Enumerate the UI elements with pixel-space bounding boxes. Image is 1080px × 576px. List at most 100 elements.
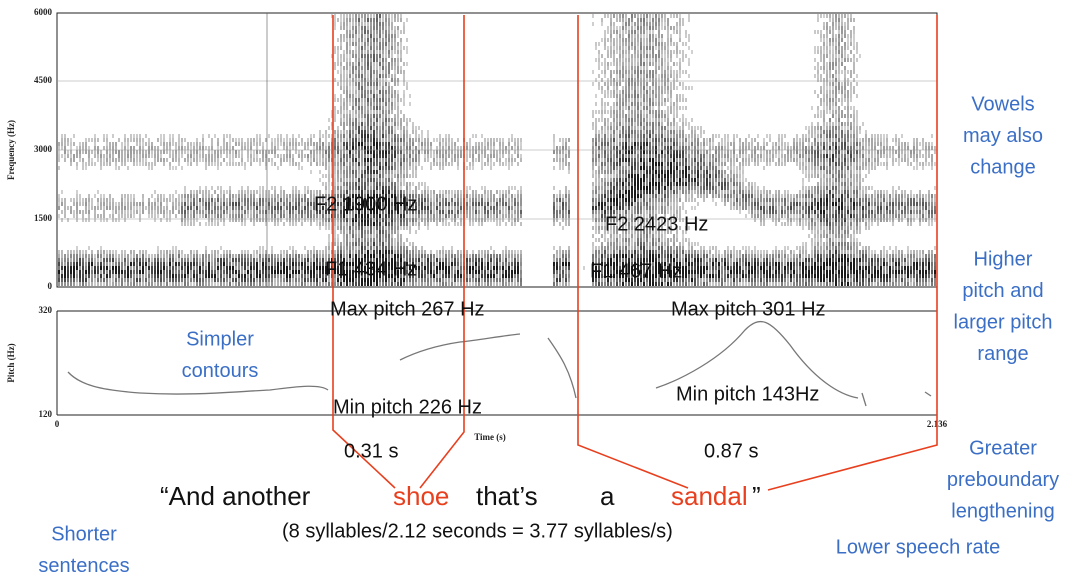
- spectrogram-cell: [553, 258, 555, 262]
- spectrogram-cell: [418, 198, 420, 202]
- spectrogram-cell: [406, 170, 408, 174]
- spectrogram-cell: [334, 242, 336, 246]
- spectrogram-cell: [262, 258, 264, 262]
- spectrogram-cell: [196, 210, 198, 214]
- spectrogram-cell: [172, 202, 174, 206]
- spectrogram-cell: [229, 214, 231, 218]
- spectrogram-cell: [421, 262, 423, 266]
- spectrogram-cell: [454, 142, 456, 146]
- spectrogram-cell: [199, 202, 201, 206]
- spectrogram-cell: [427, 258, 429, 262]
- spectrogram-cell: [460, 250, 462, 254]
- spectrogram-cell: [175, 198, 177, 202]
- spectrogram-cell: [400, 178, 402, 182]
- spectrogram-cell: [361, 18, 363, 22]
- spectrogram-cell: [451, 262, 453, 266]
- spectrogram-cell: [121, 282, 123, 286]
- spectrogram-cell: [394, 46, 396, 50]
- spectrogram-cell: [271, 142, 273, 146]
- spectrogram-cell: [280, 258, 282, 262]
- spectrogram-cell: [421, 198, 423, 202]
- spectrogram-cell: [433, 162, 435, 166]
- spectrogram-cell: [124, 206, 126, 210]
- spectrogram-cell: [124, 202, 126, 206]
- spectrogram-cell: [112, 214, 114, 218]
- spectrogram-cell: [367, 238, 369, 242]
- spectrogram-cell: [517, 278, 519, 282]
- spectrogram-cell: [298, 194, 300, 198]
- spectrogram-cell: [223, 278, 225, 282]
- spectrogram-cell: [334, 174, 336, 178]
- spectrogram-cell: [556, 154, 558, 158]
- spectrogram-cell: [277, 206, 279, 210]
- spectrogram-cell: [253, 278, 255, 282]
- spectrogram-cell: [286, 150, 288, 154]
- spectrogram-cell: [163, 206, 165, 210]
- spectrogram-cell: [382, 150, 384, 154]
- spectrogram-cell: [145, 258, 147, 262]
- spectrogram-cell: [82, 202, 84, 206]
- spectrogram-cell: [418, 210, 420, 214]
- spectrogram-cell: [391, 66, 393, 70]
- spectrogram-cell: [184, 222, 186, 226]
- spectrogram-cell: [346, 74, 348, 78]
- spectrogram-cell: [208, 222, 210, 226]
- spectrogram-cell: [559, 274, 561, 278]
- spectrogram-cell: [511, 282, 513, 286]
- spectrogram-cell: [493, 254, 495, 258]
- spectrogram-cell: [223, 258, 225, 262]
- spectrogram-cell: [385, 142, 387, 146]
- spectrogram-cell: [472, 274, 474, 278]
- spectrogram-cell: [349, 26, 351, 30]
- spectrogram-cell: [196, 142, 198, 146]
- spectrogram-cell: [172, 278, 174, 282]
- spectrogram-cell: [460, 282, 462, 286]
- spectrogram-cell: [562, 150, 564, 154]
- spectrogram-cell: [82, 198, 84, 202]
- spectrogram-cell: [364, 182, 366, 186]
- spectrogram-cell: [412, 154, 414, 158]
- spectrogram-cell: [352, 242, 354, 246]
- spectrogram-cell: [307, 142, 309, 146]
- spectrogram-cell: [400, 170, 402, 174]
- spectrogram-cell: [514, 218, 516, 222]
- spectrogram-cell: [61, 262, 63, 266]
- spectrogram-cell: [418, 134, 420, 138]
- spectrogram-cell: [367, 158, 369, 162]
- spectrogram-cell: [397, 234, 399, 238]
- spectrogram-cell: [346, 62, 348, 66]
- spectrogram-cell: [481, 198, 483, 202]
- spectrogram-cell: [601, 206, 603, 210]
- spectrogram-cell: [376, 94, 378, 98]
- spectrogram-cell: [364, 14, 366, 18]
- spectrogram-cell: [361, 58, 363, 62]
- spectrogram-cell: [505, 274, 507, 278]
- spectrogram-cell: [562, 278, 564, 282]
- spectrogram-cell: [457, 278, 459, 282]
- spectrogram-cell: [493, 146, 495, 150]
- spectrogram-cell: [274, 142, 276, 146]
- spectrogram-cell: [367, 46, 369, 50]
- spectrogram-cell: [382, 174, 384, 178]
- spectrogram-cell: [373, 118, 375, 122]
- spectrogram-cell: [136, 142, 138, 146]
- spectrogram-cell: [511, 202, 513, 206]
- spectrogram-cell: [343, 234, 345, 238]
- spectrogram-cell: [79, 282, 81, 286]
- spectrogram-cell: [274, 186, 276, 190]
- spectrogram-cell: [430, 142, 432, 146]
- spectrogram-cell: [157, 274, 159, 278]
- spectrogram-cell: [412, 162, 414, 166]
- spectrogram-cell: [427, 154, 429, 158]
- spectrogram-cell: [409, 146, 411, 150]
- spectrogram-cell: [163, 274, 165, 278]
- spectrogram-cell: [604, 202, 606, 206]
- spectrogram-cell: [421, 202, 423, 206]
- spectrogram-cell: [262, 218, 264, 222]
- spectrogram-cell: [466, 278, 468, 282]
- spectrogram-cell: [478, 266, 480, 270]
- spectrogram-cell: [481, 250, 483, 254]
- spectrogram-cell: [442, 254, 444, 258]
- spectrogram-cell: [385, 86, 387, 90]
- spectrogram-cell: [397, 238, 399, 242]
